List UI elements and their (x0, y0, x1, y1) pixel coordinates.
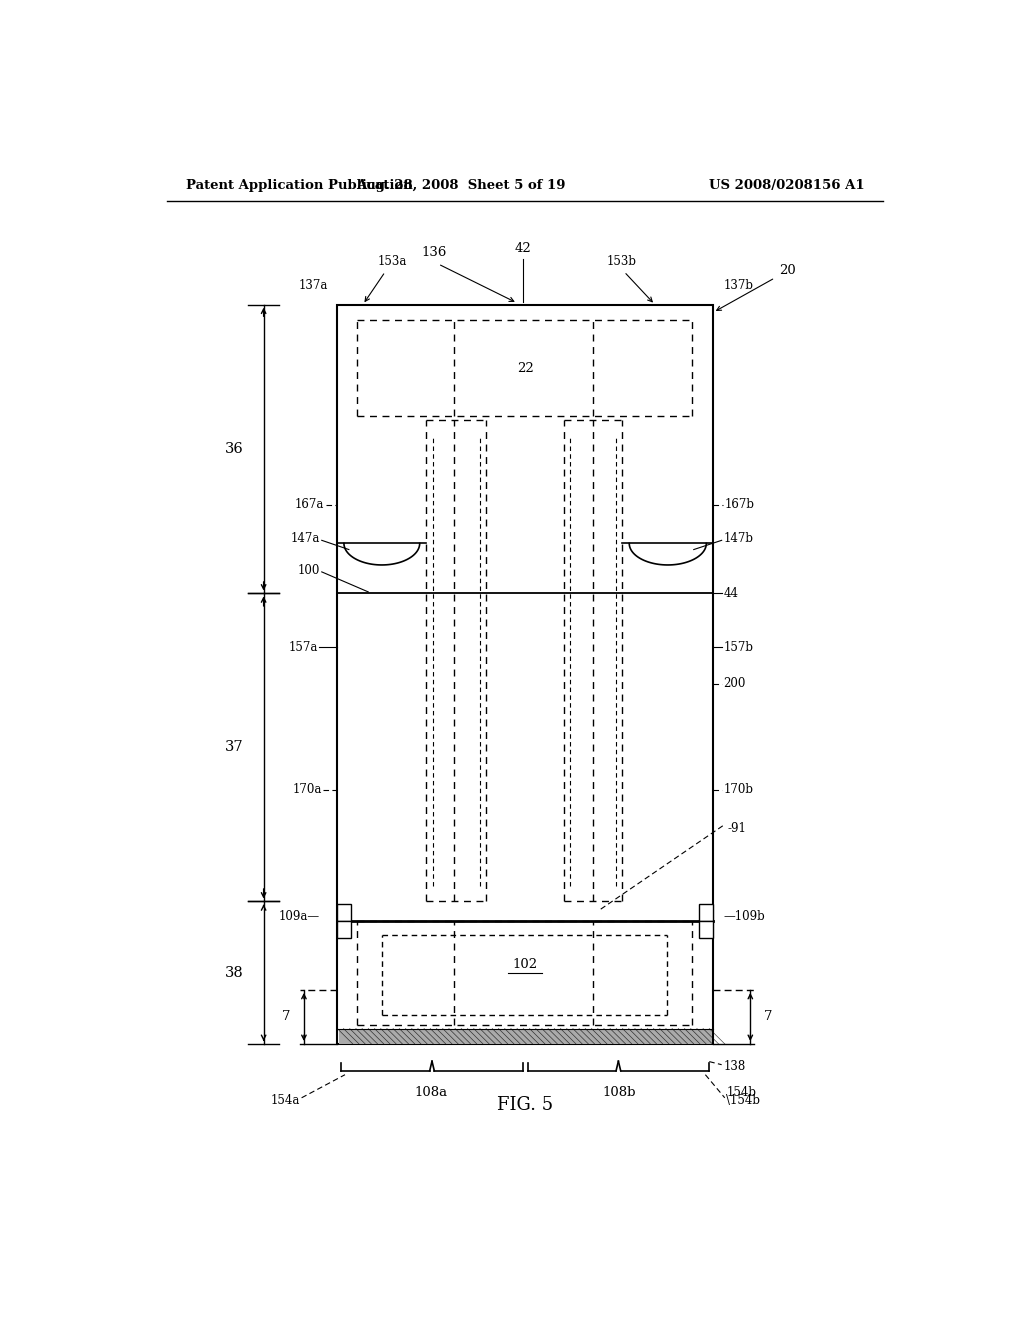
Text: 36: 36 (225, 442, 244, 457)
Text: 153a: 153a (378, 255, 407, 268)
Bar (337, 904, 351, 921)
Text: 102: 102 (513, 958, 538, 972)
Text: 200: 200 (723, 677, 745, 690)
Text: 20: 20 (779, 264, 796, 277)
Text: 7: 7 (764, 1010, 773, 1023)
Text: 38: 38 (225, 966, 244, 979)
Text: 136: 136 (422, 246, 446, 259)
Text: 44: 44 (723, 587, 738, 601)
Text: 109a—: 109a— (280, 911, 321, 924)
Text: 7: 7 (282, 1010, 290, 1023)
Bar (699, 904, 713, 921)
Text: 153b: 153b (607, 255, 637, 268)
Text: 167b: 167b (725, 499, 755, 511)
Text: 147a: 147a (291, 532, 321, 545)
Text: 157a: 157a (289, 640, 317, 653)
Text: 137a: 137a (299, 279, 328, 292)
Bar (339, 1028, 712, 1044)
Text: 108a: 108a (415, 1086, 447, 1100)
Text: \154b: \154b (726, 1093, 760, 1106)
Text: 37: 37 (225, 741, 244, 755)
Text: 170a: 170a (293, 783, 322, 796)
Bar (699, 921, 713, 937)
Text: 108b: 108b (602, 1086, 636, 1100)
Text: 154b: 154b (726, 1086, 757, 1100)
Bar (337, 921, 351, 937)
Bar (337, 305, 713, 1044)
Text: 138: 138 (723, 1060, 745, 1073)
Text: 100: 100 (298, 564, 321, 577)
Text: -91: -91 (727, 822, 745, 834)
Text: US 2008/0208156 A1: US 2008/0208156 A1 (709, 178, 864, 191)
Text: FIG. 5: FIG. 5 (497, 1097, 553, 1114)
Text: Patent Application Publication: Patent Application Publication (186, 178, 413, 191)
Text: 42: 42 (515, 242, 531, 255)
Text: 167a: 167a (295, 499, 324, 511)
Text: 22: 22 (517, 362, 534, 375)
Text: 137b: 137b (723, 279, 754, 292)
Text: 154a: 154a (270, 1093, 300, 1106)
Text: 147b: 147b (723, 532, 754, 545)
Text: 157b: 157b (723, 640, 754, 653)
Text: 170b: 170b (723, 783, 754, 796)
Text: Aug. 28, 2008  Sheet 5 of 19: Aug. 28, 2008 Sheet 5 of 19 (356, 178, 566, 191)
Text: —109b: —109b (723, 911, 765, 924)
